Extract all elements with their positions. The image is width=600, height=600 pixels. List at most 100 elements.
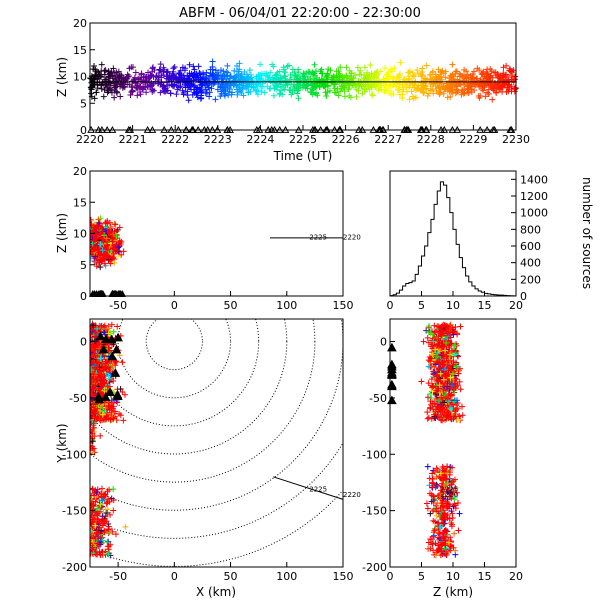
source-point — [485, 86, 492, 93]
source-point — [107, 260, 114, 267]
source-point — [137, 91, 144, 98]
source-point — [173, 91, 180, 98]
source-point — [449, 510, 456, 517]
source-point — [177, 74, 184, 81]
source-point — [444, 512, 451, 519]
source-point — [449, 61, 456, 68]
source-point — [94, 540, 101, 547]
source-point — [222, 90, 229, 97]
source-point — [335, 92, 342, 99]
source-point — [445, 409, 452, 416]
source-point — [414, 66, 421, 73]
source-point — [108, 68, 115, 75]
source-point — [427, 510, 434, 517]
source-point — [434, 79, 441, 86]
source-point — [474, 65, 481, 72]
tick-label: 2225 — [289, 133, 317, 146]
source-point — [98, 61, 105, 68]
tick-label: 10 — [73, 228, 87, 241]
source-point — [331, 74, 338, 81]
source-point — [436, 492, 443, 499]
source-point — [91, 433, 98, 440]
source-point — [438, 548, 445, 555]
source-point — [435, 335, 442, 342]
source-point — [294, 90, 301, 97]
source-point — [434, 387, 441, 394]
source-point — [95, 219, 102, 226]
source-point — [444, 395, 451, 402]
source-point — [450, 488, 457, 495]
source-point — [428, 395, 435, 402]
source-point — [310, 85, 317, 92]
tick-label: 0 — [387, 570, 394, 583]
source-point — [457, 386, 464, 393]
source-point — [271, 85, 278, 92]
source-point — [102, 244, 109, 251]
tick-label: 2227 — [374, 133, 402, 146]
source-point — [212, 74, 219, 81]
source-point — [341, 93, 348, 100]
source-point — [452, 502, 459, 509]
source-point — [257, 72, 264, 79]
source-point — [448, 347, 455, 354]
source-point — [114, 72, 121, 79]
source-point — [431, 527, 438, 534]
source-point — [190, 77, 197, 84]
station-marker — [100, 392, 111, 401]
source-point — [503, 88, 510, 95]
source-point — [441, 399, 448, 406]
source-point — [452, 351, 459, 358]
source-point — [319, 70, 326, 77]
tick-label: 15 — [73, 196, 87, 209]
source-point — [449, 382, 456, 389]
source-point — [97, 501, 104, 508]
source-point — [270, 92, 277, 99]
source-point — [446, 493, 453, 500]
source-point — [471, 68, 478, 75]
time-axis-label: Time (UT) — [273, 149, 333, 163]
station-marker — [94, 394, 105, 404]
source-point — [454, 330, 461, 337]
source-point — [109, 255, 116, 262]
source-point — [197, 95, 204, 102]
source-point — [114, 253, 121, 260]
source-point — [333, 68, 340, 75]
source-point — [484, 66, 491, 73]
source-point — [337, 64, 344, 71]
source-point — [452, 408, 459, 415]
source-point — [479, 71, 486, 78]
source-point — [458, 91, 465, 98]
source-point — [436, 406, 443, 413]
source-point — [432, 82, 439, 89]
source-point — [91, 224, 98, 231]
source-point — [289, 72, 296, 79]
source-point — [308, 88, 315, 95]
station-marker — [101, 334, 111, 344]
source-point — [422, 83, 429, 90]
time-height-ticks: 2220 2221 2222 2223 2224 2225 2226 2227 2228 2229… — [73, 17, 530, 146]
source-point — [90, 216, 94, 223]
source-point — [419, 85, 426, 92]
source-point — [389, 68, 396, 75]
source-point — [94, 512, 101, 519]
source-point — [96, 415, 103, 422]
source-point — [444, 505, 451, 512]
source-point — [190, 63, 197, 70]
source-point — [409, 69, 416, 76]
tick-label: 2228 — [417, 133, 445, 146]
source-point — [425, 545, 432, 552]
source-point — [107, 511, 114, 518]
source-point — [313, 74, 320, 81]
source-point — [230, 82, 237, 89]
source-point — [169, 82, 176, 89]
tick-label: 5 — [418, 299, 425, 312]
source-point — [92, 253, 99, 260]
source-point — [193, 70, 200, 77]
source-point — [394, 87, 401, 94]
source-point — [223, 68, 230, 75]
tick-label: 15 — [478, 570, 492, 583]
source-point — [448, 520, 455, 527]
source-point — [161, 85, 168, 92]
source-point — [90, 424, 97, 431]
source-point — [97, 432, 104, 439]
